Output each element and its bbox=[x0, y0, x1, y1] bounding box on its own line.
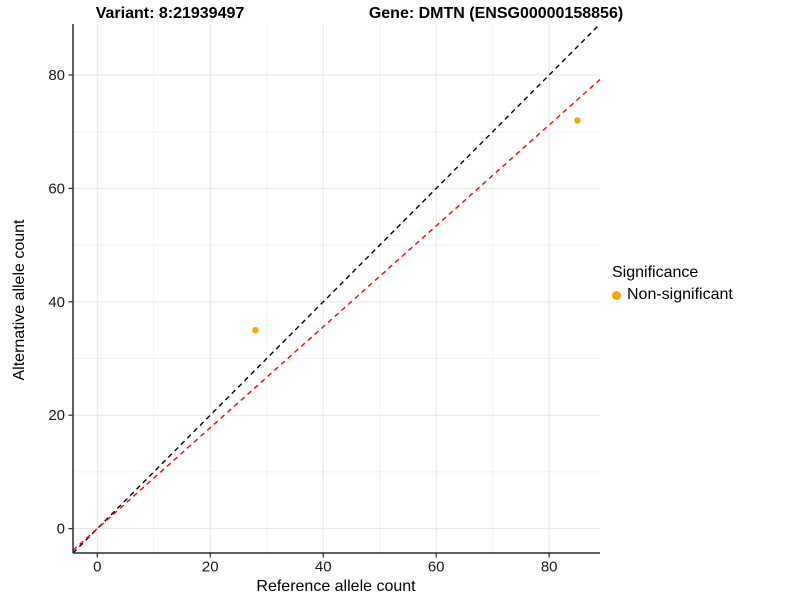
legend-item-non-significant: Non-significant bbox=[612, 286, 733, 304]
orange-point-icon bbox=[612, 290, 621, 300]
data-point bbox=[574, 117, 581, 124]
legend: Significance Non-significant bbox=[612, 264, 733, 304]
y-tick-label: 20 bbox=[48, 407, 65, 424]
fitted-ratio-line bbox=[72, 78, 601, 551]
y-axis-title: Alternative allele count bbox=[11, 219, 28, 381]
variant-title: Variant: 8:21939497 bbox=[95, 5, 245, 22]
legend-title: Significance bbox=[612, 264, 699, 281]
x-tick-label: 60 bbox=[428, 559, 445, 576]
y-tick-label: 0 bbox=[57, 521, 65, 538]
identity-line bbox=[72, 23, 601, 554]
data-point bbox=[252, 326, 259, 334]
x-tick-label: 40 bbox=[315, 559, 332, 576]
x-tick-label: 20 bbox=[202, 559, 219, 576]
x-tick-label: 0 bbox=[93, 559, 101, 576]
x-axis-title: Reference allele count bbox=[256, 578, 416, 595]
y-tick-label: 40 bbox=[48, 294, 65, 311]
y-tick-label: 60 bbox=[48, 180, 65, 197]
legend-item-label: Non-significant bbox=[627, 286, 733, 303]
x-tick-label: 80 bbox=[541, 559, 558, 576]
y-tick-label: 80 bbox=[48, 67, 65, 84]
gene-title: Gene: DMTN (ENSG00000158856) bbox=[368, 5, 624, 22]
